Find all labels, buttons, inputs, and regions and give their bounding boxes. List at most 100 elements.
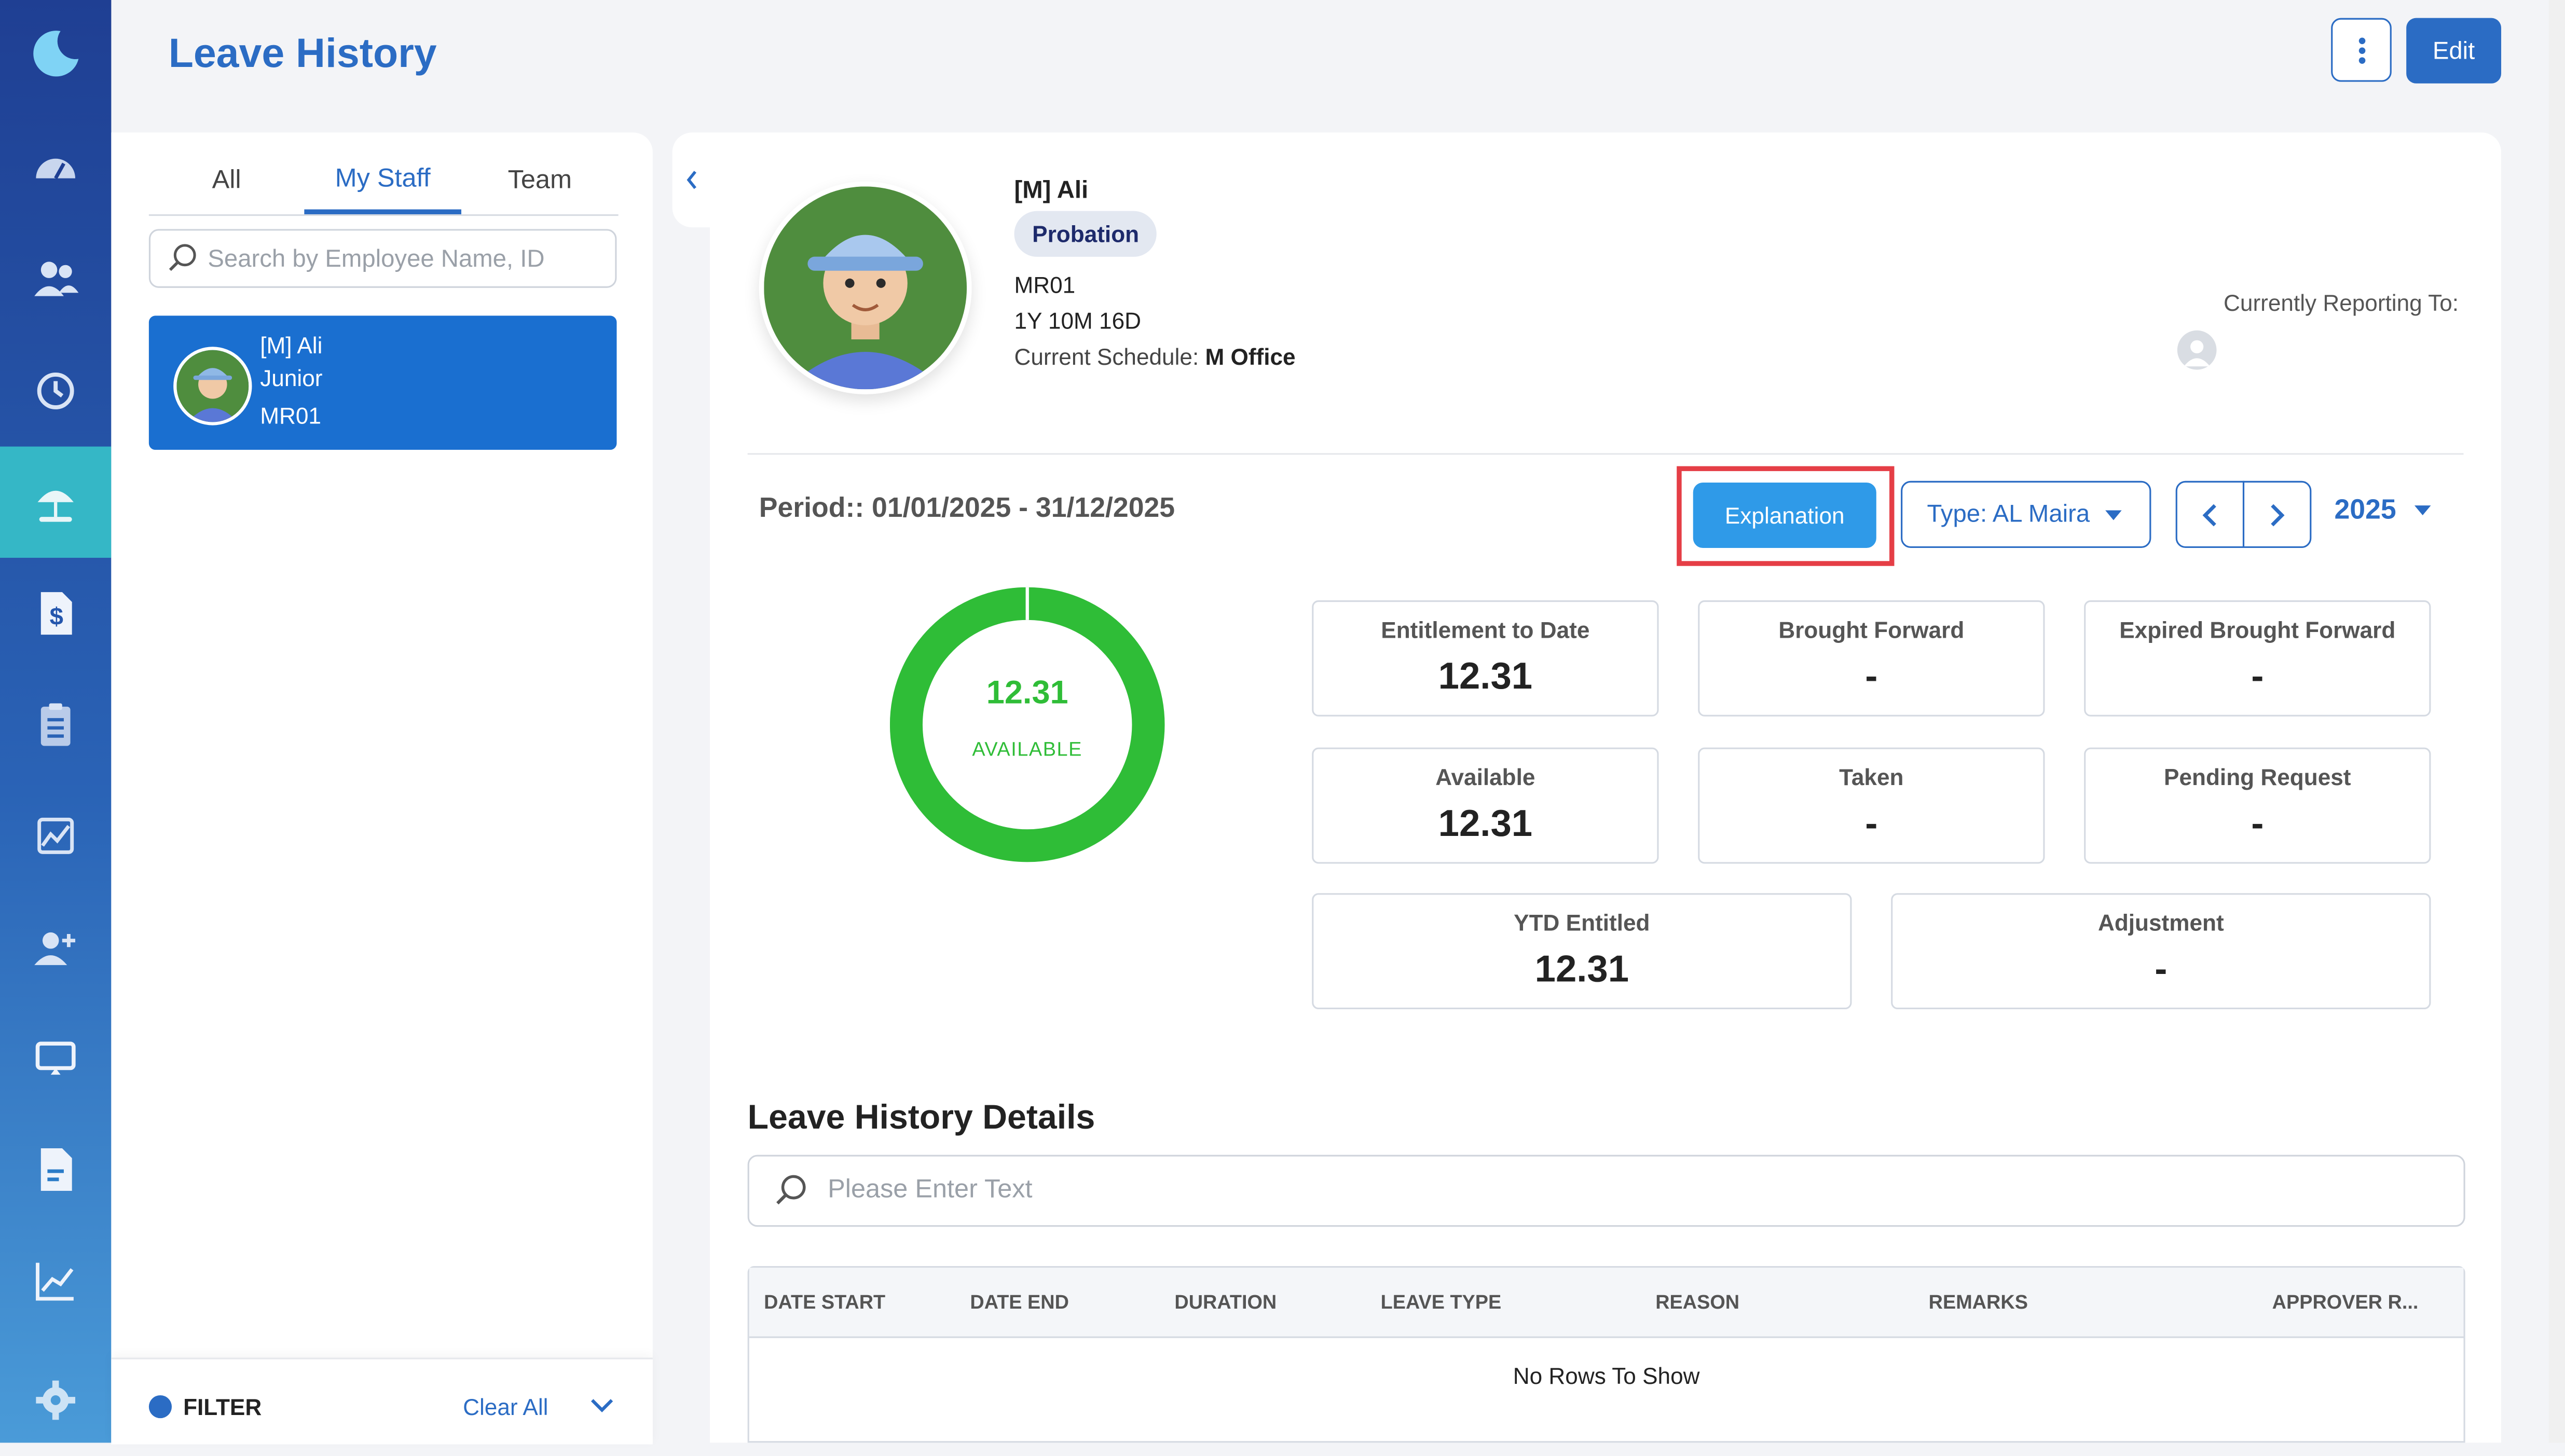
details-search[interactable] [747, 1155, 2465, 1227]
stat-label: YTD Entitled [1514, 909, 1650, 936]
more-options-button[interactable] [2331, 18, 2392, 82]
page-title: Leave History [168, 31, 437, 77]
employee-id: MR01 [260, 402, 322, 429]
details-search-input[interactable] [824, 1174, 2303, 1207]
stat-taken: Taken - [1698, 747, 2045, 864]
staff-tabs: All My Staff Team [148, 149, 619, 216]
column-reason[interactable]: REASON [1655, 1290, 1740, 1314]
chevron-down-icon[interactable] [589, 1394, 615, 1425]
employee-card[interactable]: [M] Ali Junior MR01 [148, 315, 617, 450]
column-approver[interactable]: APPROVER R... [2272, 1290, 2419, 1314]
stat-value: - [1865, 801, 1878, 844]
divider [747, 453, 2464, 455]
kebab-icon [2358, 36, 2365, 63]
next-year-button[interactable] [2242, 480, 2312, 548]
period-label: Period:: 01/01/2025 - 31/12/2025 [759, 492, 1175, 524]
caret-down-icon [2414, 505, 2431, 516]
empty-table-message: No Rows To Show [1513, 1362, 1700, 1389]
year-select[interactable]: 2025 [2334, 494, 2432, 527]
leave-type-value: Type: AL Maira [1927, 500, 2090, 529]
clipboard-icon[interactable] [0, 669, 111, 780]
add-user-icon[interactable] [0, 891, 111, 1002]
history-icon[interactable] [0, 335, 111, 446]
stat-label: Pending Request [2164, 764, 2351, 790]
stat-adjustment: Adjustment - [1891, 893, 2431, 1010]
employee-search-input[interactable] [204, 243, 604, 274]
stat-value: 12.31 [1534, 947, 1629, 990]
available-donut-chart [889, 587, 1165, 862]
filter-bar [111, 1357, 653, 1445]
settings-icon[interactable] [0, 1344, 111, 1455]
filter-dot-icon [148, 1395, 172, 1419]
employee-role: Junior [260, 364, 323, 391]
stat-entitlement-to-date: Entitlement to Date 12.31 [1312, 600, 1659, 717]
dashboard-icon[interactable] [0, 113, 111, 224]
stat-ytd-entitled: YTD Entitled 12.31 [1312, 893, 1852, 1010]
table-header: DATE START DATE END DURATION LEAVE TYPE … [749, 1268, 2464, 1338]
scrollbar[interactable] [2548, 0, 2565, 1443]
schedule-value: M Office [1205, 344, 1296, 370]
schedule-row: Current Schedule: M Office [1014, 344, 1295, 369]
leave-type-select[interactable]: Type: AL Maira [1901, 480, 2151, 548]
edit-button[interactable]: Edit [2406, 18, 2502, 84]
stat-label: Taken [1839, 764, 1904, 790]
stat-brought-forward: Brought Forward - [1698, 600, 2045, 717]
leave-history-table: DATE START DATE END DURATION LEAVE TYPE … [747, 1266, 2465, 1443]
highlight-box [1677, 466, 1895, 566]
tab-team[interactable]: Team [507, 167, 572, 195]
filter-label: FILTER [183, 1393, 262, 1420]
analytics-icon[interactable] [0, 1225, 111, 1336]
search-icon [169, 244, 196, 271]
details-title: Leave History Details [747, 1099, 1095, 1137]
avatar [173, 347, 252, 425]
svg-text:$: $ [50, 603, 63, 630]
status-badge: Probation [1014, 211, 1157, 257]
stat-label: Adjustment [2097, 909, 2224, 936]
column-date-start[interactable]: DATE START [764, 1290, 886, 1314]
chevron-left-icon [685, 171, 696, 189]
profile-id: MR01 [1014, 271, 1076, 298]
stat-pending-request: Pending Request - [2084, 747, 2431, 864]
column-date-end[interactable]: DATE END [970, 1290, 1069, 1314]
leave-icon[interactable] [0, 446, 112, 558]
year-value: 2025 [2334, 494, 2396, 525]
stat-value: - [2251, 654, 2264, 697]
sidebar: $ [0, 0, 112, 1443]
donut-value: 12.31 [986, 675, 1068, 712]
reporting-label: Currently Reporting To: [2224, 289, 2459, 316]
stat-value: 12.31 [1438, 801, 1533, 844]
search-icon [776, 1175, 806, 1205]
employee-search[interactable] [148, 229, 617, 288]
tab-my-staff[interactable]: My Staff [304, 149, 461, 214]
stat-label: Brought Forward [1778, 616, 1965, 643]
stat-label: Available [1435, 764, 1535, 790]
collapse-panel-button[interactable] [672, 132, 710, 228]
monitor-icon[interactable] [0, 1002, 111, 1114]
column-leave-type[interactable]: LEAVE TYPE [1380, 1290, 1502, 1314]
profile-tenure: 1Y 10M 16D [1014, 307, 1142, 334]
chevron-left-icon [2202, 503, 2216, 526]
employee-name: [M] Ali [260, 332, 323, 359]
chart-icon[interactable] [0, 780, 111, 891]
payroll-icon[interactable]: $ [0, 558, 111, 669]
clear-all-link[interactable]: Clear All [463, 1393, 548, 1420]
donut-label: AVAILABLE [972, 737, 1083, 761]
stat-value: - [1865, 654, 1878, 697]
profile-avatar [759, 181, 972, 394]
people-icon[interactable] [0, 224, 111, 335]
chevron-right-icon [2271, 503, 2285, 526]
document-icon[interactable] [0, 1114, 111, 1225]
stat-label: Entitlement to Date [1381, 616, 1590, 643]
schedule-label: Current Schedule: [1014, 344, 1199, 370]
stat-label: Expired Brought Forward [2119, 616, 2396, 643]
stat-expired-brought-forward: Expired Brought Forward - [2084, 600, 2431, 717]
donut-arc [889, 587, 1165, 862]
column-remarks[interactable]: REMARKS [1928, 1290, 2028, 1314]
column-duration[interactable]: DURATION [1174, 1290, 1277, 1314]
previous-year-button[interactable] [2175, 480, 2245, 548]
stat-value: - [2155, 947, 2168, 990]
moon-logo-icon[interactable] [0, 17, 111, 92]
explanation-button[interactable]: Explanation [1693, 482, 1876, 548]
tab-all[interactable]: All [212, 167, 241, 195]
caret-down-icon [2104, 509, 2121, 519]
